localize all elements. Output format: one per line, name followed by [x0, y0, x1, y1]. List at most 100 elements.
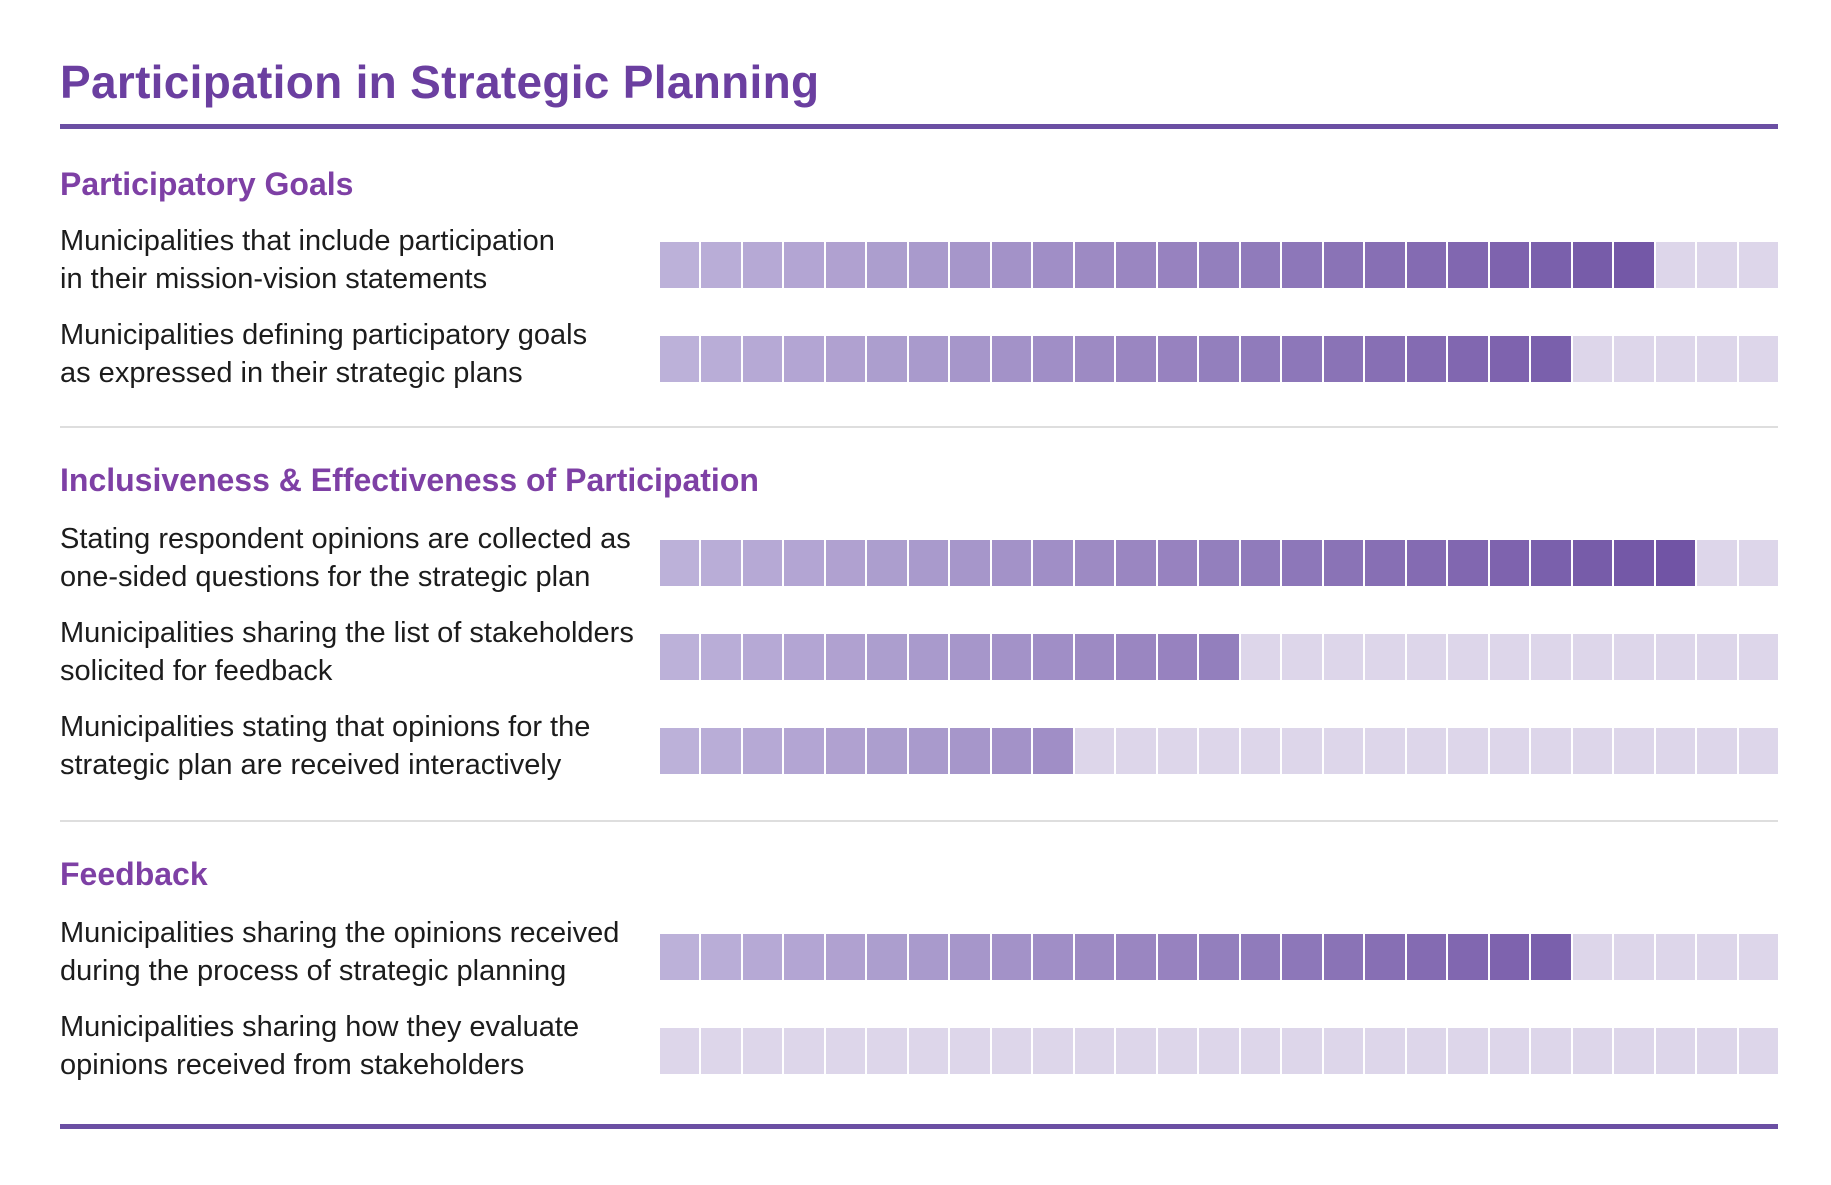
section-divider [60, 820, 1778, 822]
filled-unit-cell [742, 728, 785, 774]
filled-unit-cell [660, 540, 702, 586]
filled-unit-cell [1655, 540, 1698, 586]
filled-unit-cell [1074, 242, 1117, 288]
section-title-feedback: Feedback [60, 856, 208, 892]
empty-unit-cell [1448, 634, 1490, 680]
filled-unit-cell [825, 540, 868, 586]
bar-label-line: Municipalities sharing the opinions rece… [60, 917, 620, 949]
bar-label: Municipalities stating that opinions for… [60, 708, 620, 784]
filled-unit-cell [867, 934, 909, 980]
filled-unit-cell [1033, 336, 1075, 382]
filled-unit-cell [950, 540, 992, 586]
empty-unit-cell [1157, 1028, 1200, 1074]
bar-label-line: in their mission-vision statements [60, 263, 488, 295]
bar-label-line: during the process of strategic planning [60, 955, 567, 987]
bar-label-line: strategic plan are received interactivel… [60, 749, 562, 781]
filled-unit-cell [1074, 336, 1117, 382]
empty-unit-cell [1697, 934, 1739, 980]
bar-row: Municipalities that include participatio… [60, 222, 1779, 306]
empty-unit-cell [1489, 1028, 1532, 1074]
empty-unit-cell [1074, 1028, 1117, 1074]
filled-unit-cell [1572, 242, 1615, 288]
bottom-rule [60, 1124, 1778, 1129]
filled-unit-cell [1489, 336, 1532, 382]
filled-unit-cell [867, 540, 909, 586]
filled-unit-cell [1240, 934, 1283, 980]
filled-unit-cell [1323, 336, 1366, 382]
empty-unit-cell [1406, 1028, 1449, 1074]
empty-unit-cell [1240, 634, 1283, 680]
empty-unit-cell [1738, 540, 1779, 586]
bar-label-line: as expressed in their strategic plans [60, 357, 523, 389]
filled-unit-cell [908, 634, 951, 680]
empty-unit-cell [1738, 1028, 1779, 1074]
filled-unit-cell [991, 242, 1034, 288]
empty-unit-cell [1365, 1028, 1407, 1074]
filled-unit-cell [825, 242, 868, 288]
filled-unit-cell [867, 728, 909, 774]
empty-unit-cell [1406, 728, 1449, 774]
chart-title: Participation in Strategic Planning [60, 56, 820, 108]
filled-unit-cell [660, 634, 702, 680]
empty-unit-cell [1614, 634, 1656, 680]
section-title-inclusiveness: Inclusiveness & Effectiveness of Partici… [60, 462, 759, 498]
bar-row: Municipalities sharing the list of stake… [60, 614, 1779, 698]
filled-unit-cell [950, 242, 992, 288]
empty-unit-cell [1738, 634, 1779, 680]
empty-unit-cell [784, 1028, 826, 1074]
empty-unit-cell [908, 1028, 951, 1074]
empty-unit-cell [1531, 634, 1573, 680]
filled-unit-cell [660, 242, 702, 288]
empty-unit-cell [950, 1028, 992, 1074]
filled-unit-cell [701, 242, 743, 288]
filled-unit-cell [1282, 242, 1324, 288]
bar-label-line: Municipalities sharing how they evaluate [60, 1011, 580, 1043]
filled-unit-cell [660, 728, 702, 774]
filled-unit-cell [742, 242, 785, 288]
section-divider [60, 426, 1778, 428]
empty-unit-cell [1448, 1028, 1490, 1074]
filled-unit-cell [784, 336, 826, 382]
filled-unit-cell [1033, 728, 1075, 774]
filled-unit-cell [1157, 634, 1200, 680]
empty-unit-cell [1655, 336, 1698, 382]
bar-label: Municipalities sharing the opinions rece… [60, 914, 620, 990]
empty-unit-cell [660, 1028, 702, 1074]
empty-unit-cell [1033, 1028, 1075, 1074]
bar-label-line: one-sided questions for the strategic pl… [60, 561, 591, 593]
filled-unit-cell [825, 728, 868, 774]
filled-unit-cell [1323, 540, 1366, 586]
empty-unit-cell [1531, 1028, 1573, 1074]
bar-label-line: Municipalities defining participatory go… [60, 319, 588, 351]
filled-unit-cell [991, 728, 1034, 774]
filled-unit-cell [1116, 634, 1158, 680]
filled-unit-cell [991, 336, 1034, 382]
bar-label: Municipalities defining participatory go… [60, 316, 620, 392]
filled-unit-cell [991, 934, 1034, 980]
filled-unit-cell [1033, 242, 1075, 288]
filled-unit-cell [1448, 934, 1490, 980]
empty-unit-cell [1116, 728, 1158, 774]
empty-unit-cell [1697, 336, 1739, 382]
filled-unit-cell [1531, 540, 1573, 586]
filled-unit-cell [1406, 336, 1449, 382]
filled-unit-cell [1199, 934, 1241, 980]
empty-unit-cell [1738, 336, 1779, 382]
filled-unit-cell [742, 934, 785, 980]
empty-unit-cell [1655, 634, 1698, 680]
filled-unit-cell [701, 336, 743, 382]
filled-unit-cell [1282, 934, 1324, 980]
filled-unit-cell [660, 934, 702, 980]
filled-unit-cell [1033, 634, 1075, 680]
filled-unit-cell [1365, 540, 1407, 586]
filled-unit-cell [1074, 634, 1117, 680]
empty-unit-cell [1738, 728, 1779, 774]
filled-unit-cell [991, 540, 1034, 586]
filled-unit-cell [1033, 934, 1075, 980]
filled-unit-cell [1614, 540, 1656, 586]
filled-unit-cell [742, 540, 785, 586]
empty-unit-cell [1738, 242, 1779, 288]
filled-unit-cell [742, 336, 785, 382]
unit-bar [660, 540, 1779, 586]
filled-unit-cell [1448, 540, 1490, 586]
